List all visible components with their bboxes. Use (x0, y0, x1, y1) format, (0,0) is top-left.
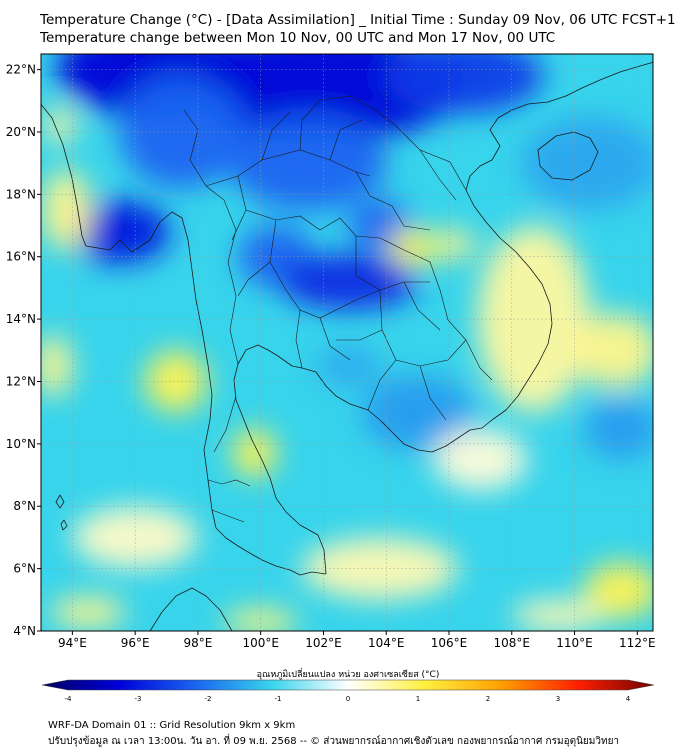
anomaly-cell-19 (436, 228, 475, 260)
anomaly-cell-12 (521, 116, 653, 210)
border-lines (183, 95, 493, 523)
lon-tick-label: 112°E (619, 636, 656, 650)
lat-tick-label: 16°N (6, 250, 36, 264)
anomaly-cell-18 (389, 228, 440, 267)
coastline-andaman-west (41, 103, 327, 576)
lon-tick-label: 104°E (368, 636, 405, 650)
map-subtitle: Temperature change between Mon 10 Nov, 0… (40, 30, 556, 46)
coastline-andaman-islands (55, 494, 68, 531)
anomaly-cell-25 (223, 609, 299, 631)
colorbar (41, 679, 655, 691)
coastline-hainan (537, 131, 599, 181)
coastline-sumatra (149, 587, 233, 631)
map-area (41, 54, 653, 631)
colorbar-tick-label: -1 (275, 695, 282, 703)
provincial-borders (183, 95, 493, 523)
anomaly-cell-27 (511, 599, 606, 631)
colorbar-tick-label: -3 (135, 695, 142, 703)
anomaly-cell-15 (41, 169, 92, 251)
axis-ticks: 94°E 96°E 98°E 100°E 102°E 104°E 106°E 108°E 110… (6, 63, 656, 650)
colorbar-tick-label: -4 (65, 695, 73, 703)
anomaly-cell-21 (571, 312, 653, 388)
anomaly-cell-16 (44, 107, 76, 145)
coastlines (41, 61, 653, 631)
coastline-vietnam (465, 61, 653, 421)
anomaly-cell-17 (232, 428, 277, 479)
lon-tick-label: 102°E (305, 636, 342, 650)
colorbar-ticks: -4 -3 -2 -1 0 1 2 3 4 (65, 695, 631, 703)
anomaly-cell-24 (50, 596, 126, 628)
lon-tick-label: 100°E (242, 636, 279, 650)
colorbar-tick-label: -2 (205, 695, 212, 703)
lat-tick-label: 18°N (6, 187, 36, 201)
coastline-gulf-of-thailand (233, 344, 493, 575)
anomaly-cell-11 (583, 397, 653, 460)
lat-tick-label: 14°N (6, 312, 36, 326)
anomaly-cell-23 (72, 506, 198, 569)
anomaly-cell-7 (279, 253, 418, 310)
lat-tick-label: 20°N (6, 125, 36, 139)
anomaly-cell-10 (361, 375, 475, 451)
lon-tick-label: 106°E (431, 636, 468, 650)
colorbar-tick-label: 4 (626, 695, 631, 703)
anomaly-cell-13 (41, 334, 73, 398)
anomaly-cell-28 (433, 428, 528, 491)
lon-tick-label: 110°E (556, 636, 593, 650)
footer-update-info: ปรับปรุงข้อมูล ณ เวลา 13:00น. วัน อา. ที… (48, 736, 620, 747)
anomaly-cell-4 (229, 116, 387, 210)
colorbar-tick-label: 0 (346, 695, 350, 703)
lat-tick-label: 8°N (13, 499, 36, 513)
lon-tick-label: 96°E (121, 636, 150, 650)
map-frame (40, 53, 654, 632)
anomaly-cell-2 (386, 54, 544, 114)
footer-model-info: WRF-DA Domain 01 :: Grid Resolution 9km … (48, 720, 296, 731)
colorbar-tick-label: 2 (486, 695, 490, 703)
lat-tick-label: 6°N (13, 562, 36, 576)
anomaly-cell-9 (317, 347, 380, 385)
colorbar-tick-label: 1 (416, 695, 420, 703)
colorbar-tick-label: 3 (556, 695, 560, 703)
graticule (41, 54, 653, 631)
anomaly-cell-22 (301, 537, 459, 600)
colorbar-label: อุณหภูมิเปลี่ยนแปลง หน่วย องศาเซลเซียส (… (257, 667, 440, 680)
anomaly-cell-14 (144, 350, 208, 413)
map-title: Temperature Change (°C) - [Data Assimila… (40, 12, 676, 28)
anomaly-cell-26 (583, 562, 653, 619)
lat-tick-label: 10°N (6, 437, 36, 451)
lat-tick-label: 12°N (6, 374, 36, 388)
lon-tick-label: 94°E (58, 636, 87, 650)
lon-tick-label: 98°E (183, 636, 212, 650)
lon-tick-label: 108°E (494, 636, 531, 650)
lat-tick-label: 22°N (6, 63, 36, 77)
lat-tick-label: 4°N (13, 624, 36, 638)
